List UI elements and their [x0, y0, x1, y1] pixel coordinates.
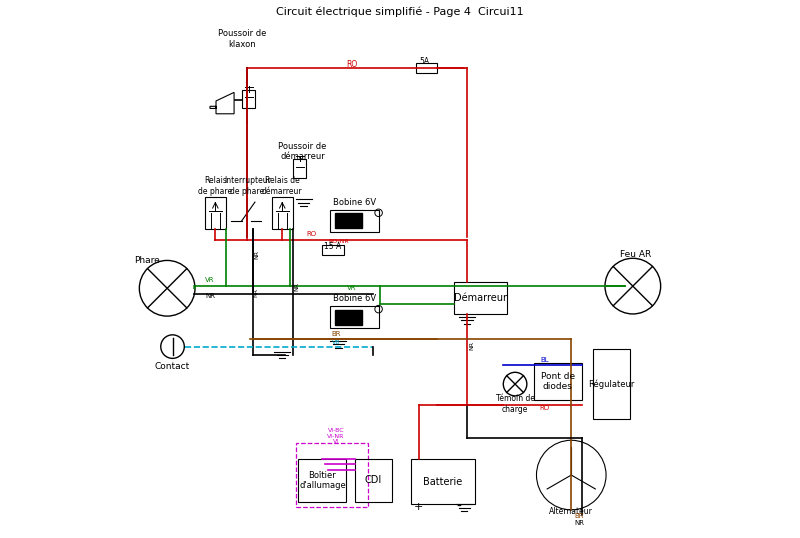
Bar [298, 459, 346, 502]
Bar [271, 197, 293, 229]
Text: 15 A: 15 A [325, 242, 342, 251]
Text: RO: RO [539, 405, 550, 411]
Bar [335, 214, 362, 228]
Text: Régulateur: Régulateur [588, 379, 634, 389]
Text: RO: RO [306, 231, 317, 237]
Text: NR: NR [574, 520, 584, 526]
Polygon shape [210, 93, 234, 114]
Text: NR: NR [205, 293, 215, 300]
Bar [322, 245, 344, 255]
Text: BR: BR [574, 513, 584, 519]
Text: Contact: Contact [155, 362, 190, 371]
Text: Interrupteur
de phare: Interrupteur de phare [224, 176, 271, 196]
Text: Feu AR: Feu AR [620, 250, 651, 259]
Text: RO-NR: RO-NR [328, 239, 349, 244]
Text: CDI: CDI [365, 476, 382, 485]
Text: BR: BR [331, 331, 341, 337]
Text: Relais de
démarreur: Relais de démarreur [262, 176, 302, 196]
Text: Poussoir de
klaxon: Poussoir de klaxon [218, 29, 266, 48]
Bar [593, 349, 630, 419]
Text: Relais
de phare: Relais de phare [198, 176, 233, 196]
Text: Bobine 6V: Bobine 6V [333, 197, 376, 207]
Text: NR: NR [470, 341, 474, 350]
Text: Témoin de
charge: Témoin de charge [495, 394, 534, 414]
Text: VI-BC: VI-BC [327, 428, 344, 433]
Text: -: - [457, 500, 462, 514]
Text: Pont de
diodes: Pont de diodes [541, 372, 575, 391]
Text: +: + [414, 502, 423, 512]
Bar [330, 210, 378, 231]
Text: Poussoir de
démarreur: Poussoir de démarreur [278, 141, 326, 161]
Bar [410, 459, 475, 505]
Text: 5A: 5A [419, 57, 429, 66]
Text: VI: VI [333, 439, 339, 444]
Text: Alternateur: Alternateur [550, 507, 594, 516]
Bar [454, 282, 507, 315]
Text: Boîtier
d'allumage: Boîtier d'allumage [299, 471, 346, 490]
Bar [330, 307, 378, 328]
Text: Batterie: Batterie [423, 477, 462, 487]
Bar [354, 459, 392, 502]
Bar [205, 197, 226, 229]
Text: RO: RO [346, 60, 358, 68]
Text: BL: BL [540, 357, 549, 363]
Text: NR: NR [294, 282, 299, 292]
Text: VR: VR [347, 285, 357, 292]
Bar [293, 159, 306, 178]
Text: VR: VR [206, 277, 214, 283]
Text: VI-NR: VI-NR [327, 434, 345, 438]
Text: VB: VB [331, 340, 340, 345]
Text: Bobine 6V: Bobine 6V [333, 294, 376, 303]
Text: NR: NR [254, 250, 259, 259]
Bar [296, 443, 368, 507]
Bar [416, 63, 438, 73]
Bar [534, 363, 582, 400]
Bar [335, 310, 362, 324]
Text: NR: NR [254, 288, 258, 297]
Text: Circuit électrique simplifié - Page 4  Circui11: Circuit électrique simplifié - Page 4 Ci… [276, 7, 524, 17]
Text: Démarreur: Démarreur [454, 293, 506, 303]
Text: Phare: Phare [134, 257, 160, 265]
Bar [242, 90, 255, 109]
